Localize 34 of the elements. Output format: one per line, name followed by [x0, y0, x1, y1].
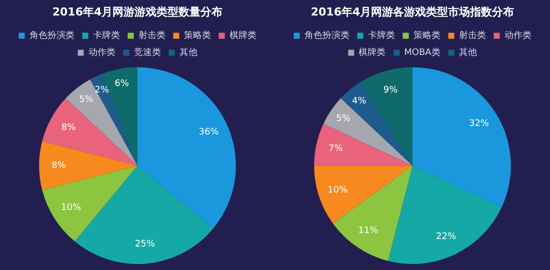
data-label: 32% [468, 118, 490, 129]
legend-label: 角色扮演类 [304, 30, 350, 42]
data-label: 8% [52, 160, 66, 171]
data-label: 2% [94, 85, 110, 96]
legend-label: 棋牌类 [358, 47, 386, 58]
legend-label: 角色扮演类 [29, 30, 74, 42]
data-label: 10% [61, 203, 82, 214]
data-label: 11% [358, 226, 379, 236]
legend-label: 射击类 [138, 30, 166, 42]
data-label: 22% [436, 232, 456, 242]
legend-label: 策略类 [184, 30, 211, 42]
legend-label: 策略类 [413, 30, 440, 42]
data-label: 25% [134, 239, 156, 250]
chart-title: 2016年4月网游游戏类型数量分布 [52, 5, 223, 18]
chart-title: 2016年4月网游各游戏类型市场指数分布 [310, 5, 514, 18]
legend-label: 棋牌类 [229, 30, 256, 42]
legend-label: 卡牌类 [368, 30, 395, 42]
data-label: 5% [336, 114, 351, 124]
data-label: 8% [61, 123, 76, 134]
legend-label: 卡牌类 [92, 30, 120, 42]
data-label: 7% [328, 144, 344, 154]
legend-label: 射击类 [458, 30, 486, 42]
legend-label: 其他 [179, 47, 198, 58]
legend-label: MOBA类 [404, 47, 440, 58]
data-label: 5% [79, 94, 94, 105]
data-label: 10% [328, 185, 348, 196]
data-label: 9% [383, 85, 398, 96]
legend-label: 其他 [458, 47, 477, 58]
data-label: 4% [352, 96, 367, 106]
data-label: 36% [198, 127, 220, 138]
legend-label: 动作类 [88, 47, 116, 58]
legend-label: 动作类 [504, 30, 532, 42]
legend-label: 竞速类 [134, 47, 161, 58]
data-label: 6% [114, 78, 130, 89]
